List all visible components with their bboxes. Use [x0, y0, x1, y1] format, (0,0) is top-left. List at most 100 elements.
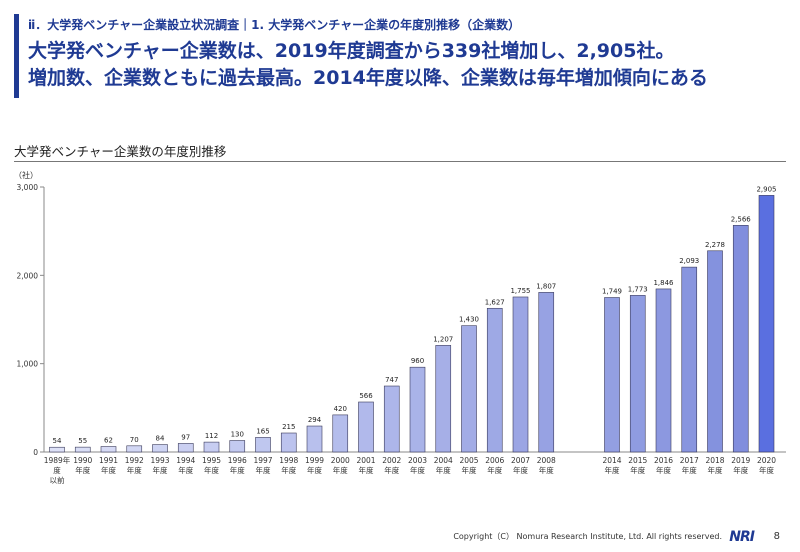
x-tick-label: 2006 — [485, 456, 504, 465]
x-tick-label: 2014 — [602, 456, 621, 465]
x-tick-suffix: 年度 — [539, 465, 554, 475]
bar-value-label: 1,755 — [510, 287, 530, 295]
bar-value-label: 165 — [256, 427, 269, 435]
x-tick-suffix: 年度 — [75, 465, 90, 475]
x-tick-suffix: 年度 — [204, 465, 219, 475]
x-tick-label: 2002 — [382, 456, 401, 465]
y-tick-label: 0 — [33, 448, 38, 457]
x-tick-suffix: 年度 — [230, 465, 245, 475]
x-tick-label: 1999 — [305, 456, 324, 465]
x-tick-suffix: 年度 — [513, 465, 528, 475]
bar-value-label: 294 — [308, 416, 322, 424]
bar-2014 — [604, 297, 620, 453]
x-tick-suffix: 年度 — [708, 465, 723, 475]
bar-value-label: 70 — [130, 436, 139, 444]
x-tick-label: 1989年 — [44, 455, 71, 465]
x-tick-label: 2003 — [408, 456, 427, 465]
x-tick-suffix: 年度 — [333, 465, 348, 475]
x-tick-label: 1991 — [99, 456, 118, 465]
bar-value-label: 130 — [231, 431, 244, 439]
bar-value-label: 1,207 — [433, 335, 453, 343]
x-tick-suffix: 年度 — [682, 465, 697, 475]
bar-value-label: 1,846 — [653, 279, 674, 287]
bar-value-label: 960 — [411, 357, 424, 365]
bar-value-label: 747 — [385, 376, 398, 384]
x-tick-suffix: 年度 — [153, 465, 168, 475]
bar-value-label: 1,749 — [602, 288, 622, 296]
x-tick-suffix: 年度 — [605, 465, 620, 475]
x-tick-suffix: 年度 — [256, 465, 271, 475]
x-tick-suffix: 年度 — [178, 465, 193, 475]
bar-value-label: 112 — [205, 432, 218, 440]
bar-2019 — [732, 225, 749, 453]
bar-value-label: 1,430 — [459, 316, 479, 324]
bar-value-label: 54 — [53, 437, 62, 445]
x-tick-label: 1995 — [202, 456, 221, 465]
x-tick-label: 2004 — [434, 456, 453, 465]
bar-1994 — [177, 443, 194, 453]
bar-2006 — [486, 307, 503, 453]
bar-1991 — [100, 446, 117, 453]
bar-2017 — [681, 266, 698, 453]
accent-bar — [14, 14, 19, 98]
x-tick-suffix: 年度 — [359, 465, 374, 475]
bar-value-label: 420 — [334, 405, 347, 413]
y-axis-label: （社） — [14, 170, 38, 180]
bar-2016 — [655, 288, 672, 453]
x-tick-label: 1990 — [73, 456, 92, 465]
bar-1997 — [255, 437, 271, 453]
x-tick-suffix: 年度 — [733, 465, 748, 475]
bar-value-label: 1,627 — [485, 298, 505, 306]
x-tick-label: 1993 — [150, 456, 169, 465]
bar-1990 — [74, 446, 91, 453]
y-tick-label: 1,000 — [17, 360, 39, 369]
x-tick-suffix: 年度 — [410, 465, 425, 475]
bar-2008 — [538, 292, 555, 453]
bar-1996 — [229, 440, 246, 453]
x-tick-label: 2001 — [356, 456, 375, 465]
bar-value-label: 215 — [282, 423, 295, 431]
nri-logo: NRI — [729, 529, 755, 545]
bar-2005 — [461, 325, 477, 453]
page-number: 8 — [773, 531, 780, 542]
x-tick-label: 1996 — [228, 456, 247, 465]
x-tick-suffix: 年度 — [384, 465, 399, 475]
x-tick-label: 1994 — [176, 456, 195, 465]
x-tick-suffix: 年度 — [656, 465, 671, 475]
bar-value-label: 1,773 — [628, 285, 648, 293]
bar-value-label: 2,905 — [756, 185, 776, 193]
chart-title-rule — [14, 161, 786, 162]
x-tick-label: 度 — [53, 465, 61, 475]
x-tick-suffix: 年度 — [127, 465, 142, 475]
x-tick-label: 以前 — [50, 475, 65, 485]
x-tick-suffix: 年度 — [759, 465, 774, 475]
bar-value-label: 566 — [359, 392, 373, 400]
y-tick-label: 2,000 — [17, 271, 39, 280]
x-tick-suffix: 年度 — [281, 465, 296, 475]
breadcrumb: ⅱ．大学発ベンチャー企業設立状況調査｜1. 大学発ベンチャー企業の年度別推移（企… — [28, 18, 521, 32]
headline-line-2: 増加数、企業数ともに過去最高。2014年度以降、企業数は毎年増加傾向にある — [28, 67, 708, 89]
x-tick-suffix: 年度 — [462, 465, 477, 475]
y-tick-label: 3,000 — [17, 183, 39, 192]
bar-1992 — [126, 445, 143, 453]
x-tick-suffix: 年度 — [630, 465, 645, 475]
bar-value-label: 2,566 — [731, 215, 752, 223]
x-tick-label: 2000 — [331, 456, 350, 465]
x-tick-label: 1998 — [279, 456, 298, 465]
headline-line-1: 大学発ベンチャー企業数は、2019年度調査から339社増加し、2,905社。 — [28, 40, 675, 62]
bar-value-label: 2,278 — [705, 241, 725, 249]
bar-2018 — [707, 250, 723, 453]
headline: 大学発ベンチャー企業数は、2019年度調査から339社増加し、2,905社。 増… — [28, 38, 708, 92]
bar-2004 — [435, 345, 452, 453]
x-tick-label: 2020 — [757, 456, 776, 465]
bar-2002 — [383, 385, 400, 453]
x-tick-label: 1992 — [125, 456, 144, 465]
bar-2001 — [358, 401, 374, 453]
copyright: Copyright（C） Nomura Research Institute, … — [453, 532, 722, 541]
bar-value-label: 55 — [78, 437, 87, 445]
x-tick-label: 2016 — [654, 456, 673, 465]
x-tick-label: 2017 — [680, 456, 699, 465]
x-tick-suffix: 年度 — [487, 465, 502, 475]
x-tick-label: 1997 — [253, 456, 272, 465]
